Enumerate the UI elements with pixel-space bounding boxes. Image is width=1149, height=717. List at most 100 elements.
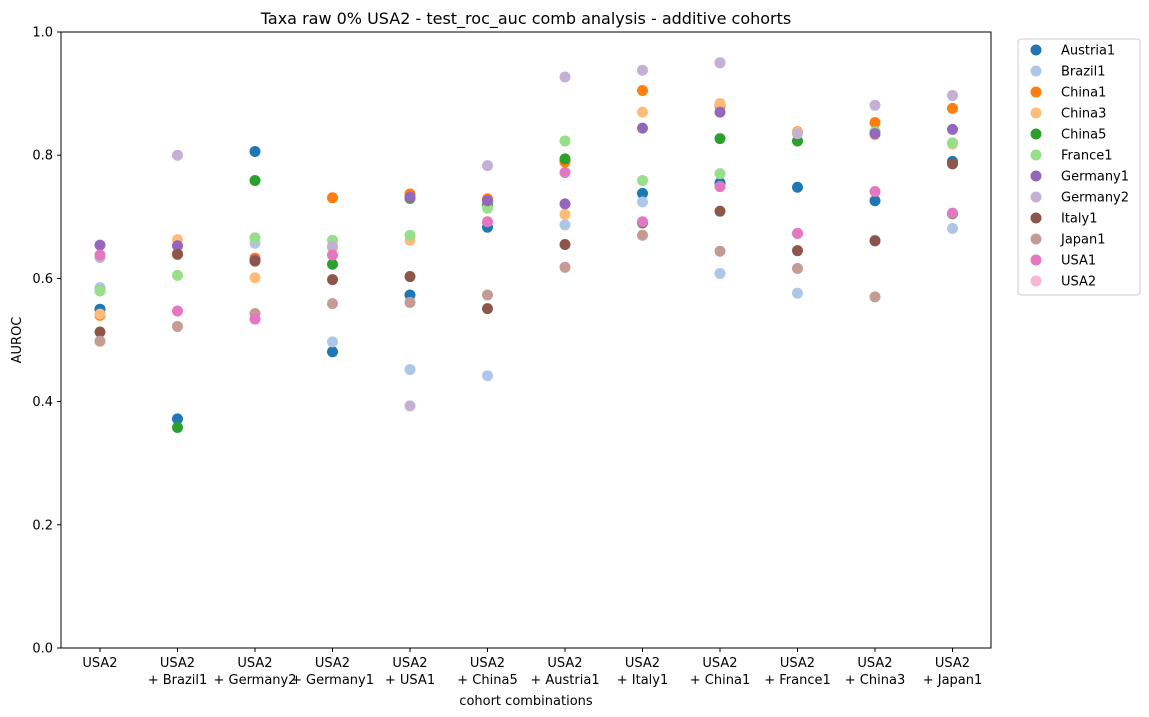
point-brazil1 bbox=[714, 267, 726, 279]
y-tick-label: 0.8 bbox=[32, 149, 53, 164]
x-tick-label: + Italy1 bbox=[617, 673, 669, 688]
x-tick-label: + China1 bbox=[690, 673, 750, 688]
x-tick-label: USA2 bbox=[547, 656, 582, 671]
y-tick-label: 1.0 bbox=[32, 26, 53, 41]
point-japan1 bbox=[172, 320, 183, 332]
x-tick-label: + China3 bbox=[845, 673, 905, 688]
point-japan1 bbox=[869, 291, 881, 303]
legend-label: Germany1 bbox=[1061, 170, 1129, 185]
point-germany2 bbox=[172, 149, 183, 161]
legend-marker-brazil1 bbox=[1030, 65, 1042, 77]
legend-label: France1 bbox=[1061, 149, 1113, 164]
x-tick-label: USA2 bbox=[237, 656, 272, 671]
point-france1 bbox=[172, 269, 183, 281]
point-usa1 bbox=[559, 166, 571, 178]
point-japan1 bbox=[792, 263, 803, 275]
point-china5 bbox=[172, 421, 183, 433]
x-tick-label: + Brazil1 bbox=[148, 673, 208, 688]
point-france1 bbox=[249, 232, 261, 244]
x-tick-label: USA2 bbox=[857, 656, 892, 671]
point-china3 bbox=[249, 272, 261, 284]
point-japan1 bbox=[94, 335, 106, 347]
point-germany2 bbox=[404, 400, 416, 412]
point-france1 bbox=[947, 137, 958, 149]
point-austria1 bbox=[327, 346, 338, 358]
x-tick-label: + USA1 bbox=[385, 673, 435, 688]
legend-label: Austria1 bbox=[1061, 44, 1115, 59]
point-austria1 bbox=[792, 181, 803, 193]
x-tick-label: USA2 bbox=[315, 656, 350, 671]
point-usa1 bbox=[792, 227, 803, 239]
point-austria1 bbox=[869, 195, 881, 207]
point-italy1 bbox=[792, 245, 803, 257]
point-germany1 bbox=[404, 191, 416, 203]
point-usa1 bbox=[482, 216, 493, 228]
point-france1 bbox=[637, 174, 648, 186]
point-germany2 bbox=[869, 99, 881, 111]
point-china5 bbox=[249, 174, 261, 186]
point-china3 bbox=[94, 308, 106, 320]
point-italy1 bbox=[94, 326, 106, 338]
x-tick-label: + Germany1 bbox=[291, 673, 374, 688]
point-china1 bbox=[327, 192, 338, 204]
point-france1 bbox=[714, 168, 726, 180]
x-tick-label: + France1 bbox=[764, 673, 831, 688]
point-brazil1 bbox=[947, 223, 958, 235]
point-austria1 bbox=[249, 146, 261, 158]
point-usa1 bbox=[327, 249, 338, 261]
legend-marker-japan1 bbox=[1030, 233, 1042, 245]
legend-label: Brazil1 bbox=[1061, 65, 1106, 80]
point-japan1 bbox=[327, 298, 338, 310]
point-china5 bbox=[559, 153, 571, 165]
legend-label: China3 bbox=[1061, 107, 1106, 122]
point-japan1 bbox=[404, 296, 416, 308]
x-tick-label: USA2 bbox=[702, 656, 737, 671]
legend-label: USA2 bbox=[1061, 275, 1096, 290]
legend: Austria1 Brazil1 China1 China3 China5 France1… bbox=[1017, 38, 1141, 296]
point-china3 bbox=[637, 106, 648, 118]
point-germany1 bbox=[172, 240, 183, 252]
point-italy1 bbox=[249, 255, 261, 267]
point-usa1 bbox=[869, 186, 881, 198]
x-tick-label: USA2 bbox=[82, 656, 117, 671]
point-france1 bbox=[404, 229, 416, 241]
legend-marker-usa1 bbox=[1030, 254, 1042, 266]
point-austria1 bbox=[172, 413, 183, 425]
point-italy1 bbox=[172, 248, 183, 260]
point-usa1 bbox=[714, 181, 726, 193]
point-italy1 bbox=[714, 205, 726, 217]
point-germany2 bbox=[637, 64, 648, 76]
point-china1 bbox=[869, 117, 881, 129]
point-germany1 bbox=[869, 128, 881, 140]
point-brazil1 bbox=[792, 287, 803, 299]
x-tick-label: USA2 bbox=[780, 656, 815, 671]
legend-marker-usa2 bbox=[1030, 275, 1042, 287]
legend-label: Italy1 bbox=[1061, 212, 1097, 227]
point-japan1 bbox=[482, 289, 493, 301]
legend-label: China5 bbox=[1061, 128, 1106, 143]
legend-marker-germany1 bbox=[1030, 170, 1042, 182]
point-brazil1 bbox=[404, 364, 416, 376]
point-germany1 bbox=[947, 123, 958, 135]
x-tick-label: + Austria1 bbox=[530, 673, 599, 688]
chart-title: Taxa raw 0% USA2 - test_roc_auc comb ana… bbox=[260, 9, 791, 29]
point-italy1 bbox=[327, 274, 338, 286]
point-france1 bbox=[559, 135, 571, 147]
plot-area bbox=[60, 31, 992, 649]
x-axis: USA2 USA2 + Brazil1 USA2 + Germany2 USA2 + Ger… bbox=[82, 648, 982, 688]
point-austria1 bbox=[637, 187, 648, 199]
y-tick-label: 0.4 bbox=[32, 395, 53, 410]
y-tick-label: 0.2 bbox=[32, 518, 53, 533]
point-japan1 bbox=[714, 245, 726, 257]
point-usa1 bbox=[947, 207, 958, 219]
legend-marker-france1 bbox=[1030, 149, 1042, 161]
point-brazil1 bbox=[482, 370, 493, 382]
legend-label: USA1 bbox=[1061, 254, 1096, 269]
data-points bbox=[94, 57, 958, 433]
point-italy1 bbox=[482, 303, 493, 315]
point-japan1 bbox=[559, 261, 571, 273]
legend-label: China1 bbox=[1061, 86, 1106, 101]
point-japan1 bbox=[637, 229, 648, 241]
legend-marker-germany2 bbox=[1030, 191, 1042, 203]
